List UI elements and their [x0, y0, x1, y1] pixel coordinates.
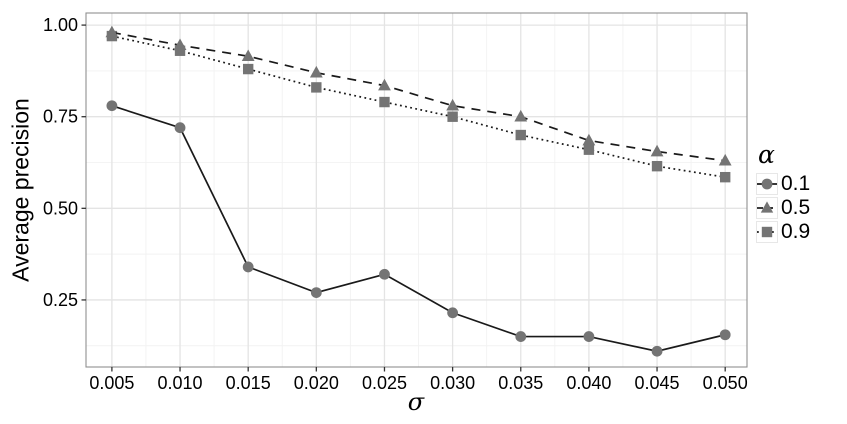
plot-panel [86, 13, 747, 367]
series-marker-triangle [241, 49, 255, 62]
x-tick-label: 0.035 [498, 373, 543, 393]
series-marker-circle [379, 268, 390, 280]
series-marker-triangle [309, 65, 323, 78]
y-axis-title: Average precision [7, 98, 34, 282]
y-tick-label: 0.25 [43, 290, 78, 310]
series-marker-square [651, 160, 663, 172]
legend-label: 0.5 [781, 196, 811, 219]
x-tick-label: 0.010 [158, 373, 203, 393]
x-tick-label: 0.040 [566, 373, 611, 393]
legend-title: α [758, 140, 775, 169]
legend-key-circle-icon [756, 172, 778, 195]
legend-key-triangle-icon [756, 196, 778, 219]
series-marker-square [242, 63, 254, 75]
legend-item-alpha-0.5: 0.5 [756, 196, 810, 220]
x-tick-label: 0.005 [89, 373, 134, 393]
series-marker-circle [719, 329, 731, 341]
series-marker-circle [515, 331, 527, 342]
legend-item-alpha-0.9: 0.9 [756, 220, 810, 244]
series-line-alpha-0.9 [111, 35, 726, 179]
series-marker-circle [174, 122, 186, 134]
series-marker-circle [447, 307, 459, 319]
series-marker-circle [106, 100, 118, 112]
series-marker-square [174, 45, 186, 56]
y-tick-label: 0.50 [43, 198, 78, 218]
legend-label: 0.1 [781, 172, 811, 195]
legend-label: 0.9 [781, 220, 811, 243]
series-marker-square [311, 82, 322, 93]
series-marker-triangle [173, 38, 187, 51]
x-axis-title: σ [407, 388, 425, 416]
series-marker-circle [583, 331, 595, 342]
x-tick-label: 0.045 [635, 373, 680, 393]
y-tick-label: 1.00 [43, 15, 78, 35]
series-marker-triangle [650, 144, 664, 157]
series-line-alpha-0.1 [111, 104, 726, 353]
series-marker-circle [310, 287, 322, 299]
x-tick-label: 0.030 [430, 373, 475, 393]
x-tick-label: 0.025 [362, 373, 407, 393]
series-marker-triangle [105, 25, 119, 38]
series-marker-circle [651, 345, 663, 357]
series-marker-triangle [378, 78, 391, 91]
series-marker-square [583, 144, 595, 155]
series-marker-triangle [446, 98, 460, 111]
series-marker-square [379, 96, 390, 108]
x-tick-label: 0.050 [703, 373, 748, 393]
series-marker-triangle [718, 153, 732, 166]
series-marker-circle [242, 261, 254, 273]
series-marker-square [515, 129, 526, 141]
series-marker-triangle [514, 109, 528, 122]
series-marker-triangle [582, 133, 596, 146]
x-tick-label: 0.020 [294, 373, 339, 393]
series-marker-square [719, 171, 731, 183]
y-tick-label: 0.75 [43, 107, 78, 127]
panel-border [85, 12, 748, 368]
series-line-alpha-0.5 [111, 31, 726, 162]
x-tick-label: 0.015 [226, 373, 271, 393]
series-marker-square [447, 111, 458, 122]
legend: α 0.1 0.5 [756, 141, 810, 244]
legend-item-alpha-0.1: 0.1 [756, 172, 810, 196]
legend-key-square-icon [756, 220, 778, 243]
